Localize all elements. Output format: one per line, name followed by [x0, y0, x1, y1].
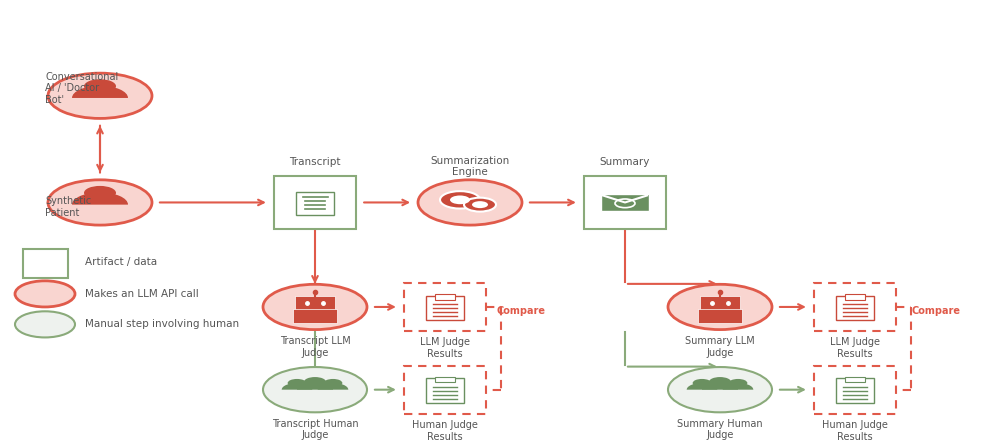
- Text: Artifact / data: Artifact / data: [85, 257, 157, 267]
- FancyBboxPatch shape: [700, 296, 740, 310]
- Text: Manual step involving human: Manual step involving human: [85, 320, 239, 329]
- Circle shape: [84, 186, 116, 200]
- Text: Transcript: Transcript: [289, 157, 341, 166]
- FancyBboxPatch shape: [404, 283, 486, 331]
- Text: Human Judge
Results: Human Judge Results: [412, 420, 478, 442]
- Wedge shape: [723, 383, 753, 390]
- Circle shape: [324, 379, 342, 387]
- FancyBboxPatch shape: [23, 249, 68, 278]
- FancyBboxPatch shape: [295, 296, 335, 310]
- Wedge shape: [72, 192, 128, 205]
- FancyBboxPatch shape: [435, 294, 455, 299]
- Circle shape: [48, 73, 152, 118]
- Text: Compare: Compare: [912, 306, 961, 316]
- Text: Transcript LLM
Judge: Transcript LLM Judge: [280, 336, 350, 358]
- Circle shape: [668, 367, 772, 413]
- FancyBboxPatch shape: [836, 378, 874, 403]
- Circle shape: [729, 379, 747, 387]
- Text: Summarization
Engine: Summarization Engine: [430, 156, 510, 178]
- Circle shape: [288, 379, 306, 387]
- FancyBboxPatch shape: [845, 377, 865, 382]
- Circle shape: [263, 284, 367, 330]
- Circle shape: [440, 191, 480, 209]
- Text: Summary: Summary: [600, 157, 650, 166]
- Circle shape: [450, 195, 470, 204]
- FancyBboxPatch shape: [698, 309, 742, 323]
- Circle shape: [693, 379, 711, 387]
- Text: LLM Judge
Results: LLM Judge Results: [830, 337, 880, 359]
- FancyBboxPatch shape: [274, 176, 356, 229]
- FancyBboxPatch shape: [426, 378, 464, 403]
- Circle shape: [709, 377, 731, 387]
- FancyBboxPatch shape: [584, 176, 666, 229]
- Circle shape: [472, 201, 488, 208]
- Wedge shape: [702, 382, 738, 390]
- Wedge shape: [687, 383, 717, 390]
- Circle shape: [15, 312, 75, 337]
- Wedge shape: [318, 383, 348, 390]
- Circle shape: [263, 367, 367, 413]
- FancyBboxPatch shape: [296, 192, 334, 215]
- Wedge shape: [282, 383, 312, 390]
- FancyBboxPatch shape: [814, 283, 896, 331]
- Circle shape: [15, 281, 75, 307]
- FancyBboxPatch shape: [293, 309, 337, 323]
- Circle shape: [464, 198, 496, 212]
- Text: Makes an LLM API call: Makes an LLM API call: [85, 289, 199, 299]
- Text: Summary LLM
Judge: Summary LLM Judge: [685, 336, 755, 358]
- Text: Compare: Compare: [497, 306, 546, 316]
- FancyBboxPatch shape: [836, 295, 874, 320]
- FancyBboxPatch shape: [435, 377, 455, 382]
- Text: Human Judge
Results: Human Judge Results: [822, 420, 888, 442]
- FancyBboxPatch shape: [845, 294, 865, 299]
- Circle shape: [304, 377, 326, 387]
- Circle shape: [48, 180, 152, 225]
- Circle shape: [668, 284, 772, 330]
- Text: LLM Judge
Results: LLM Judge Results: [420, 337, 470, 359]
- FancyBboxPatch shape: [601, 194, 649, 211]
- Text: Conversational
AI / 'Doctor
Bot': Conversational AI / 'Doctor Bot': [45, 72, 118, 105]
- Text: Synthetic
Patient: Synthetic Patient: [45, 196, 91, 218]
- Wedge shape: [72, 86, 128, 98]
- FancyBboxPatch shape: [404, 366, 486, 413]
- Text: Transcript Human
Judge: Transcript Human Judge: [272, 419, 358, 441]
- Text: Summary Human
Judge: Summary Human Judge: [677, 419, 763, 441]
- FancyBboxPatch shape: [814, 366, 896, 413]
- Circle shape: [418, 180, 522, 225]
- Circle shape: [84, 79, 116, 93]
- FancyBboxPatch shape: [426, 295, 464, 320]
- Wedge shape: [297, 382, 333, 390]
